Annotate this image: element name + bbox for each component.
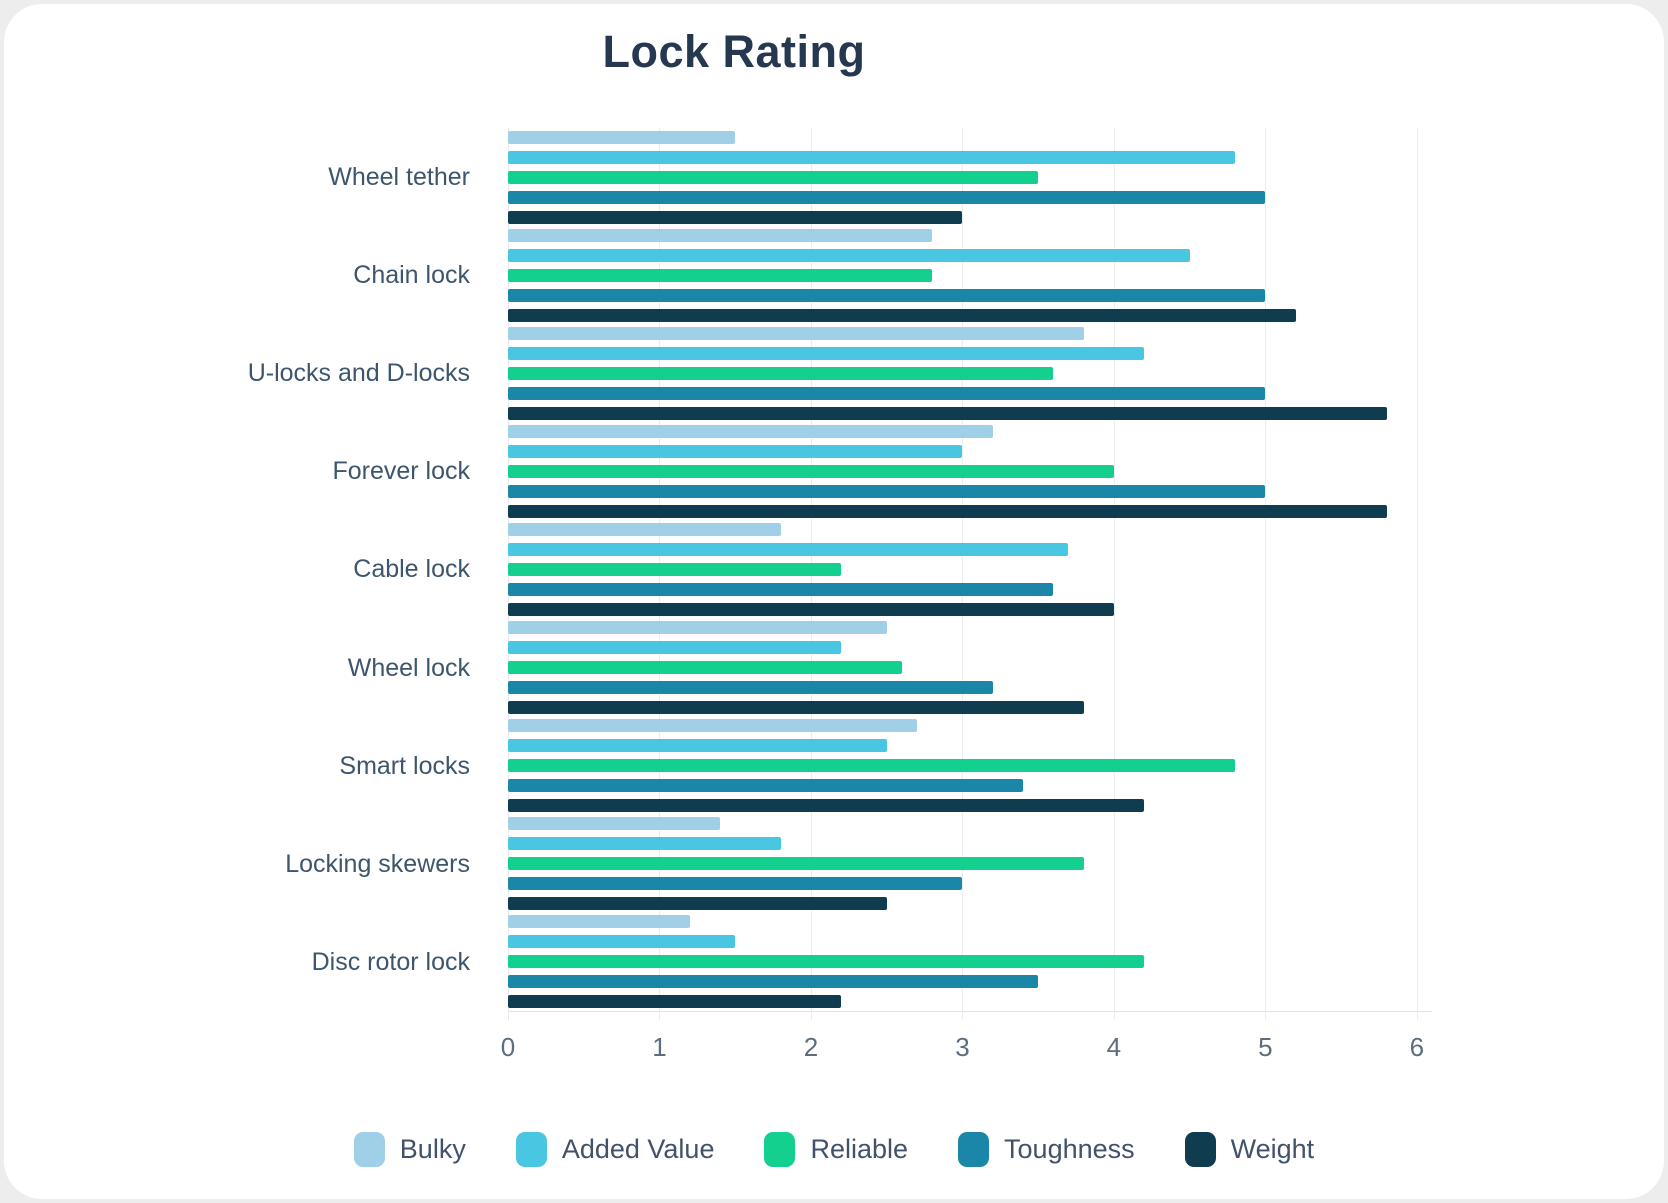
bar-group [508,226,1432,324]
bar [508,444,963,458]
x-axis-ticks: 0 1 2 3 4 5 6 [501,1032,1432,1068]
bar [508,602,1114,616]
bar-group [508,128,1432,226]
bar [508,759,1236,773]
category-label: Wheel tether [328,162,470,191]
legend-item[interactable]: Weight [1184,1132,1315,1167]
bar [508,995,842,1009]
category-label: Chain lock [353,260,470,289]
bar [508,504,1387,518]
bar [508,897,887,911]
bar-group [508,422,1432,520]
x-tick-label-0: 0 [500,1032,516,1062]
legend-swatch-icon [353,1132,385,1167]
chart-card: Lock Rating Wheel tether Chain lock U-lock… [4,4,1664,1199]
bar-group [508,324,1432,422]
x-tick-label-1: 1 [652,1032,667,1062]
legend-swatch-icon [1184,1132,1216,1167]
bar [508,621,887,635]
legend-item[interactable]: Added Value [515,1132,715,1167]
bar [508,522,781,536]
x-tick-label-6: 6 [1409,1032,1425,1062]
x-tick-label-3: 3 [955,1032,970,1062]
category-label: Disc rotor lock [311,948,470,977]
bar [508,935,736,949]
bar [508,955,1145,969]
gridline-4 [1113,128,1115,1020]
category-label: Smart locks [339,751,470,780]
bar [508,837,781,851]
legend: Bulky Added Value Reliable Toughness Weight [4,1132,1664,1167]
legend-label: Reliable [810,1134,909,1164]
chart-title: Lock Rating [602,26,866,77]
legend-label: Added Value [561,1134,715,1164]
category-label: Forever lock [332,457,470,486]
legend-swatch-icon [764,1132,796,1167]
bar [508,915,690,929]
bar [508,424,993,438]
legend-swatch-icon [515,1132,547,1167]
legend-label: Bulky [399,1134,466,1164]
bar [508,582,1054,596]
bar [508,326,1084,340]
bar [508,406,1387,420]
category-labels: Wheel tether Chain lock U-locks and D-lock… [4,128,490,1012]
gridline-5 [1265,128,1267,1020]
bar-group [508,520,1432,618]
bar [508,464,1114,478]
bar [508,681,993,695]
category-label: Wheel lock [347,653,470,682]
bar [508,857,1084,871]
bar [508,190,1266,204]
bar [508,975,1039,989]
legend-swatch-icon [958,1132,990,1167]
bar [508,308,1296,322]
bar [508,641,842,655]
x-tick-label-5: 5 [1258,1032,1273,1062]
legend-label: Weight [1230,1134,1315,1164]
bar [508,248,1190,262]
bar [508,701,1084,715]
bar [508,817,721,831]
x-tick-label-4: 4 [1106,1032,1122,1062]
bar [508,346,1145,360]
bar [508,210,963,224]
bar [508,661,902,675]
bar-group [508,913,1432,1011]
bar [508,799,1145,813]
bar-group [508,717,1432,815]
bar [508,268,933,282]
bar [508,386,1266,400]
bar [508,877,963,891]
legend-label: Toughness [1004,1134,1135,1164]
bar [508,779,1024,793]
category-label: Cable lock [353,555,470,584]
legend-item[interactable]: Bulky [353,1132,466,1167]
bar [508,228,933,242]
gridline-3 [962,128,964,1020]
bar [508,130,736,144]
bar [508,739,887,753]
legend-item[interactable]: Reliable [764,1132,908,1167]
bar [508,542,1069,556]
bar [508,484,1266,498]
bar [508,150,1236,164]
plot-area [508,128,1432,1020]
gridline-6 [1416,128,1418,1020]
category-label: U-locks and D-locks [247,359,470,388]
bar-group [508,619,1432,717]
x-tick-label-2: 2 [803,1032,819,1062]
category-label: Locking skewers [285,850,470,879]
bar [508,288,1266,302]
bar [508,170,1039,184]
bar [508,562,842,576]
bar-group [508,815,1432,913]
legend-item[interactable]: Toughness [958,1132,1135,1167]
bar [508,719,917,733]
bar [508,366,1054,380]
